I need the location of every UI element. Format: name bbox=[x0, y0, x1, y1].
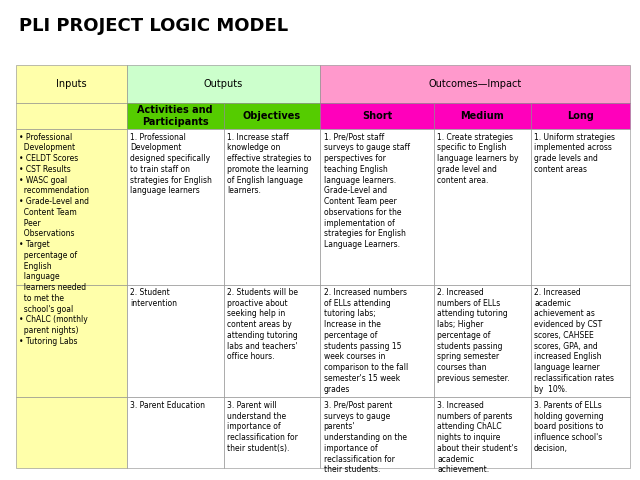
Text: Activities and
Participants: Activities and Participants bbox=[138, 105, 213, 127]
Bar bbox=[531, 103, 630, 129]
Bar bbox=[127, 397, 223, 468]
Bar bbox=[127, 103, 223, 129]
Bar bbox=[434, 129, 531, 285]
Bar bbox=[531, 129, 630, 285]
Text: 2. Increased
numbers of ELLs
attending tutoring
labs; Higher
percentage of
stude: 2. Increased numbers of ELLs attending t… bbox=[437, 288, 509, 383]
Bar bbox=[531, 285, 630, 397]
Text: 3. Increased
numbers of parents
attending ChALC
nights to inquire
about their st: 3. Increased numbers of parents attendin… bbox=[437, 401, 518, 474]
Text: 2. Students will be
proactive about
seeking help in
content areas by
attending t: 2. Students will be proactive about seek… bbox=[227, 288, 298, 361]
Text: 2. Student
intervention: 2. Student intervention bbox=[130, 288, 177, 308]
Bar bbox=[16, 397, 127, 468]
Bar bbox=[321, 397, 434, 468]
Bar bbox=[16, 65, 127, 103]
Bar bbox=[127, 285, 223, 397]
Text: Long: Long bbox=[567, 111, 594, 121]
Text: 2. Increased numbers
of ELLs attending
tutoring labs;
Increase in the
percentage: 2. Increased numbers of ELLs attending t… bbox=[324, 288, 408, 394]
Text: 1. Professional
Development
designed specifically
to train staff on
strategies f: 1. Professional Development designed spe… bbox=[130, 132, 212, 195]
Text: 1. Create strategies
specific to English
language learners by
grade level and
co: 1. Create strategies specific to English… bbox=[437, 132, 518, 185]
Text: • Professional
  Development
• CELDT Scores
• CST Results
• WASC goal
  recommen: • Professional Development • CELDT Score… bbox=[19, 132, 89, 346]
Bar bbox=[16, 129, 127, 285]
Text: 1. Pre/Post staff
surveys to gauge staff
perspectives for
teaching English
langu: 1. Pre/Post staff surveys to gauge staff… bbox=[324, 132, 410, 249]
Text: Outcomes—Impact: Outcomes—Impact bbox=[429, 79, 522, 89]
Bar bbox=[223, 103, 321, 129]
Text: Inputs: Inputs bbox=[56, 79, 87, 89]
Text: 1. Uniform strategies
implemented across
grade levels and
content areas: 1. Uniform strategies implemented across… bbox=[534, 132, 615, 174]
Bar bbox=[127, 65, 321, 103]
Text: PLI PROJECT LOGIC MODEL: PLI PROJECT LOGIC MODEL bbox=[19, 17, 289, 35]
Bar bbox=[321, 103, 434, 129]
Text: 3. Parents of ELLs
holding governing
board positions to
influence school's
decis: 3. Parents of ELLs holding governing boa… bbox=[534, 401, 604, 453]
Bar bbox=[321, 129, 434, 285]
Text: 3. Parent will
understand the
importance of
reclassification for
their student(s: 3. Parent will understand the importance… bbox=[227, 401, 298, 453]
Bar bbox=[321, 285, 434, 397]
Bar bbox=[223, 129, 321, 285]
Bar bbox=[223, 285, 321, 397]
Bar bbox=[434, 285, 531, 397]
Text: 3. Parent Education: 3. Parent Education bbox=[130, 401, 205, 410]
Text: 1. Increase staff
knowledge on
effective strategies to
promote the learning
of E: 1. Increase staff knowledge on effective… bbox=[227, 132, 311, 195]
Text: 2. Increased
academic
achievement as
evidenced by CST
scores, CAHSEE
scores, GPA: 2. Increased academic achievement as evi… bbox=[534, 288, 614, 394]
Text: 3. Pre/Post parent
surveys to gauge
parents'
understanding on the
importance of
: 3. Pre/Post parent surveys to gauge pare… bbox=[324, 401, 406, 474]
Bar bbox=[223, 397, 321, 468]
Text: Objectives: Objectives bbox=[243, 111, 301, 121]
Bar bbox=[531, 397, 630, 468]
Bar bbox=[321, 65, 630, 103]
Bar bbox=[127, 129, 223, 285]
Bar bbox=[16, 103, 127, 129]
Text: Outputs: Outputs bbox=[204, 79, 243, 89]
Text: Short: Short bbox=[362, 111, 392, 121]
Bar bbox=[16, 285, 127, 397]
Text: Medium: Medium bbox=[461, 111, 504, 121]
Bar bbox=[434, 103, 531, 129]
Bar bbox=[434, 397, 531, 468]
